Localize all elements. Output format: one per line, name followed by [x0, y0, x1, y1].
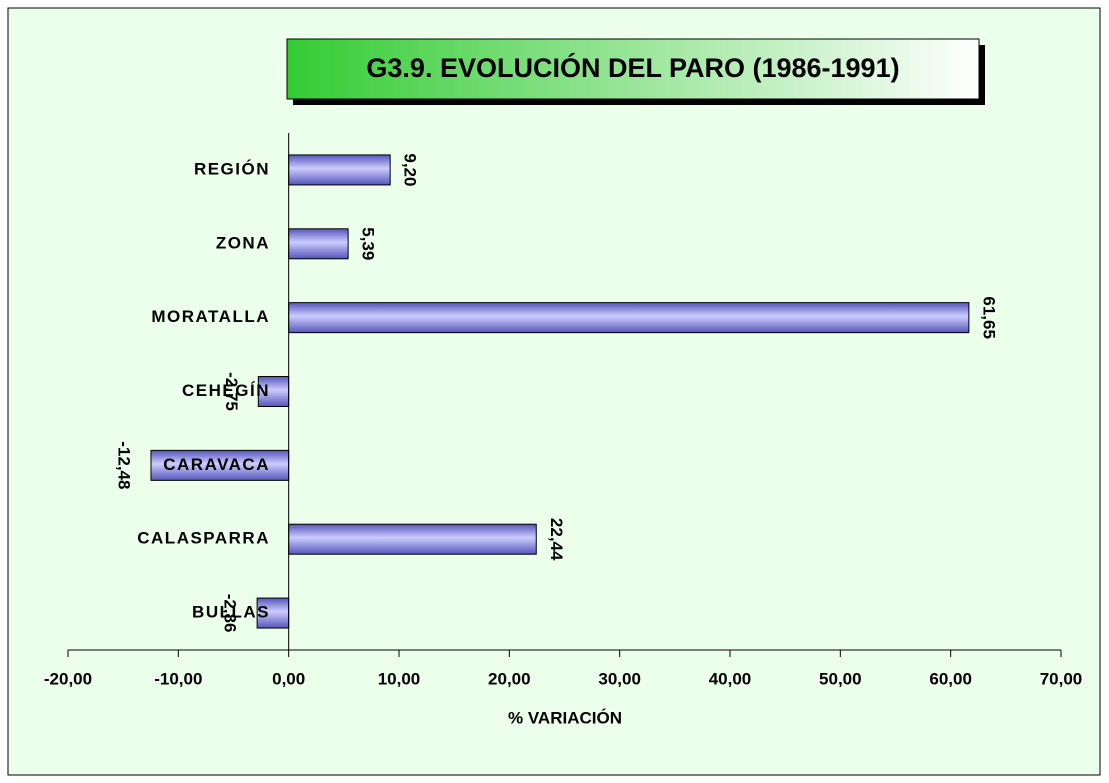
data-label: 9,20	[401, 153, 420, 186]
bar	[288, 154, 391, 186]
x-tick-label: -20,00	[44, 669, 92, 688]
y-tick-label: CEHEGÍN	[182, 381, 270, 400]
y-tick-label: CALASPARRA	[137, 529, 270, 548]
x-tick-label: 0,00	[272, 669, 305, 688]
x-tick-label: 60,00	[929, 669, 972, 688]
x-tick-label: 20,00	[488, 669, 531, 688]
x-tick-label: 70,00	[1040, 669, 1083, 688]
data-label: 22,44	[547, 518, 566, 561]
bar	[288, 523, 537, 555]
x-axis-title: % VARIACIÓN	[508, 708, 622, 727]
x-tick-label: 30,00	[598, 669, 641, 688]
data-label: -12,48	[114, 441, 133, 489]
y-tick-label: CARAVACA	[163, 455, 270, 474]
x-tick-label: -10,00	[154, 669, 202, 688]
y-tick-label: BULLAS	[192, 603, 270, 622]
bar	[150, 449, 290, 481]
chart-area	[7, 7, 1101, 776]
y-tick-label: REGIÓN	[194, 159, 270, 178]
chart-title: G3.9. EVOLUCIÓN DEL PARO (1986-1991)	[366, 52, 899, 83]
title-box	[286, 38, 980, 100]
bar	[288, 302, 970, 334]
data-label: -2,75	[222, 372, 241, 411]
data-label: -2,86	[221, 594, 240, 633]
x-tick-label: 10,00	[378, 669, 421, 688]
x-tick-label: 50,00	[819, 669, 862, 688]
bar	[288, 228, 349, 260]
data-label: 61,65	[979, 296, 998, 339]
y-tick-label: ZONA	[216, 233, 270, 252]
bar	[256, 597, 290, 629]
x-tick-label: 40,00	[709, 669, 752, 688]
y-tick-label: MORATALLA	[151, 307, 270, 326]
data-label: 5,39	[359, 227, 378, 260]
